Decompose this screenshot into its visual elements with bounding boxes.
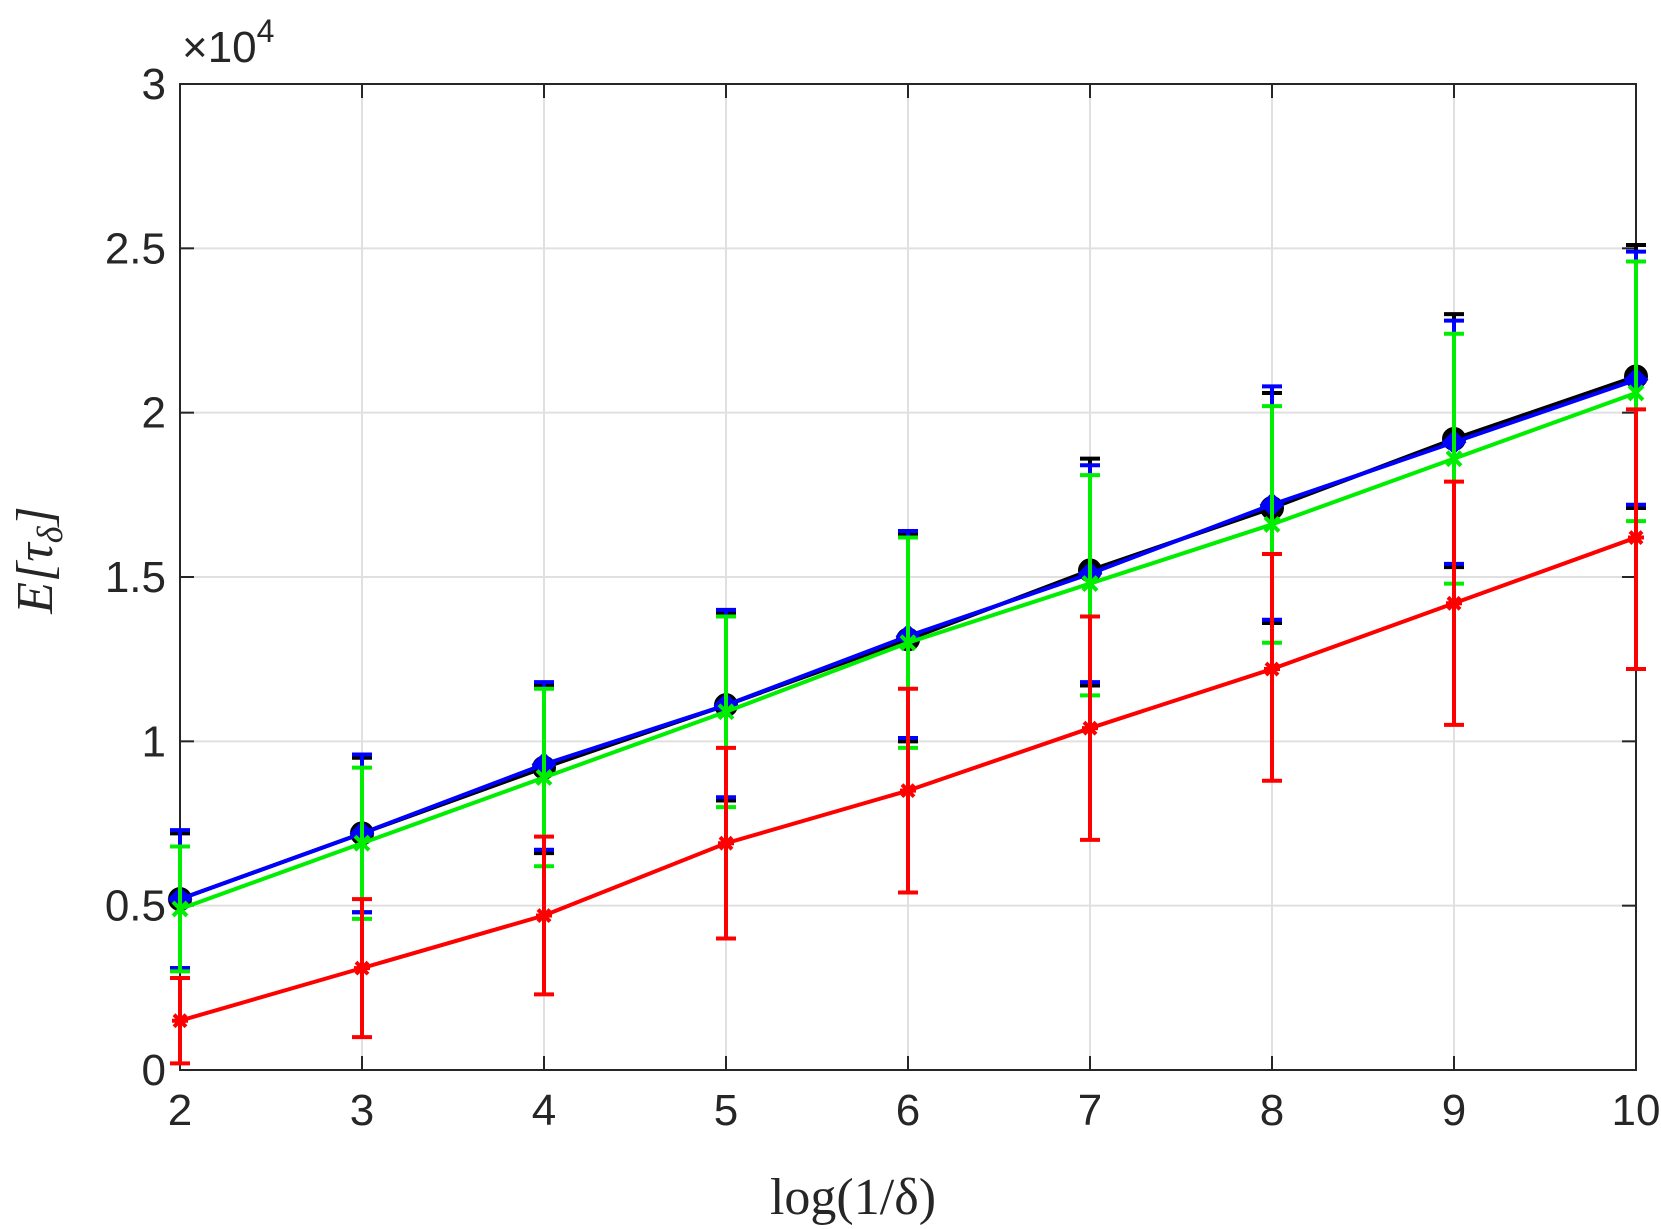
data-point-red — [536, 907, 552, 924]
data-point-red — [1628, 529, 1644, 546]
data-point-green — [899, 634, 917, 652]
x-tick-label: 3 — [350, 1086, 374, 1135]
data-point-red — [1082, 720, 1098, 737]
y-axis-label: E[τδ] — [7, 506, 70, 615]
x-tick-label: 5 — [714, 1086, 738, 1135]
x-tick-label: 9 — [1442, 1086, 1466, 1135]
data-point-green — [1445, 450, 1463, 468]
x-tick-label: 7 — [1078, 1086, 1102, 1135]
data-point-green — [1081, 575, 1099, 592]
x-tick-label: 10 — [1612, 1086, 1661, 1135]
y-tick-label: 0 — [142, 1046, 166, 1095]
y-tick-label: 0.5 — [105, 882, 166, 931]
y-tick-label: 3 — [142, 60, 166, 109]
x-tick-label: 2 — [168, 1086, 192, 1135]
data-point-red — [900, 782, 916, 799]
data-point-red — [354, 960, 370, 977]
data-point-green — [353, 834, 371, 852]
y-tick-label: 2.5 — [105, 224, 166, 273]
axis-ticks: 2 3 4 5 6 7 8 9 10 0 0.5 1 1.5 2 2.5 3 — [105, 60, 1661, 1135]
data-point-green — [171, 900, 189, 918]
data-point-green — [1627, 384, 1645, 402]
data-point-green — [717, 703, 735, 721]
y-tick-label: 1.5 — [105, 553, 166, 602]
y-multiplier-exponent: 4 — [257, 13, 275, 49]
y-multiplier-label: ×104 — [182, 13, 274, 72]
x-axis-label: log(1/δ) — [770, 1169, 936, 1226]
y-tick-label: 2 — [142, 389, 166, 438]
x-tick-label: 4 — [532, 1086, 556, 1135]
y-axis-label-sub: δ — [30, 525, 70, 543]
x-tick-label: 6 — [896, 1086, 920, 1135]
y-tick-label: 1 — [142, 717, 166, 766]
data-point-red — [172, 1012, 188, 1029]
data-point-red — [1264, 661, 1280, 678]
data-point-red — [718, 835, 734, 852]
data-point-red — [1446, 595, 1462, 612]
series-red — [170, 407, 1646, 1066]
data-point-green — [535, 769, 553, 786]
data-point-green — [1263, 515, 1281, 533]
y-multiplier-base: ×10 — [182, 23, 257, 72]
series-group — [167, 243, 1649, 1066]
x-tick-label: 8 — [1260, 1086, 1284, 1135]
y-axis-label-main: E[τ — [7, 541, 64, 615]
y-axis-label-close: ] — [7, 506, 64, 528]
